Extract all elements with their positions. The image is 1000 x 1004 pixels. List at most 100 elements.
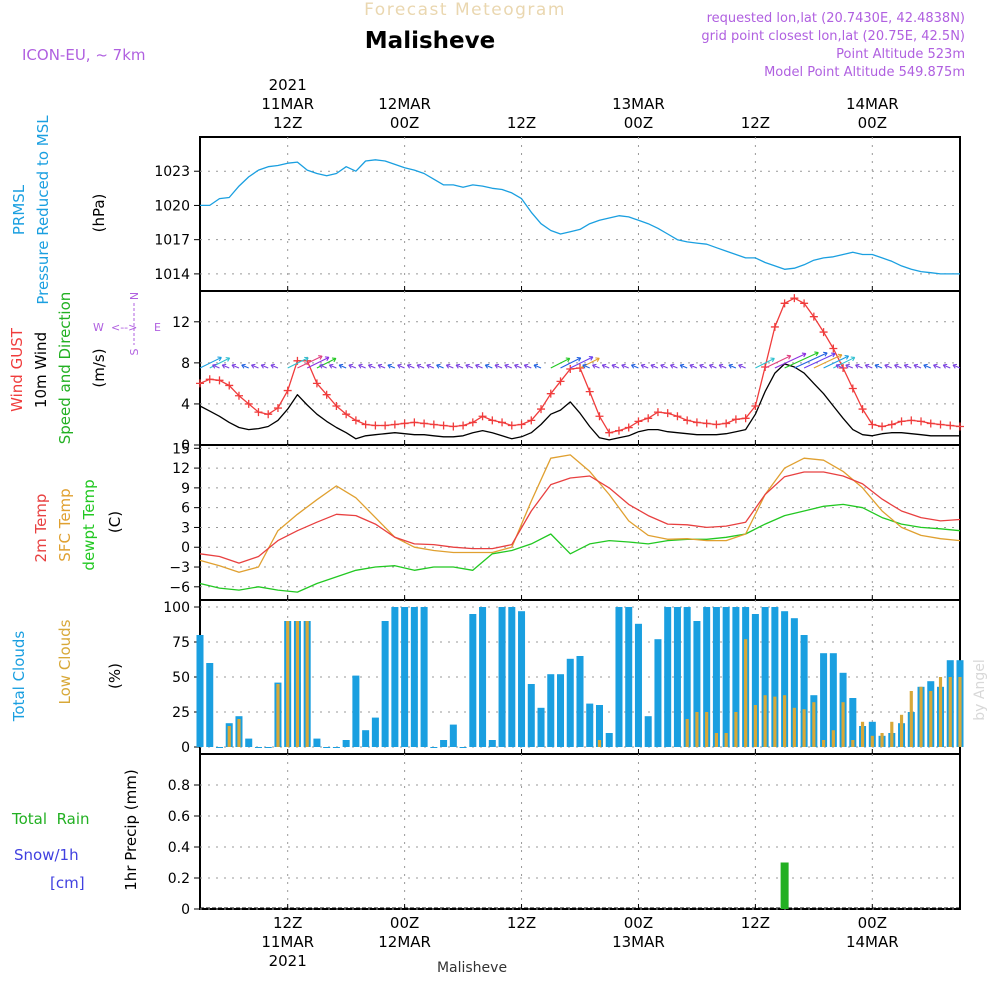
wind-gust-marker <box>244 399 253 408</box>
wind-direction-arrow-head <box>565 357 571 363</box>
wind-panel: 0 4 8 12 <box>172 290 964 454</box>
wind-direction-arrow <box>485 364 493 369</box>
wind-direction-arrow-head <box>845 363 850 369</box>
temp-ytick-label: 3 <box>181 520 190 536</box>
total-cloud-bar <box>576 656 584 747</box>
wind-direction-arrow-head <box>913 363 919 369</box>
wind-ytick-label: 4 <box>181 397 190 413</box>
wind-direction-arrow-head <box>621 363 626 369</box>
total-cloud-bar <box>868 721 876 747</box>
total-cloud-bar <box>352 675 360 747</box>
temp-ytick-label: 15 <box>172 441 190 457</box>
compass-east: E <box>154 321 161 334</box>
total-cloud-bar <box>508 607 516 747</box>
wind-direction-arrow-head <box>844 354 850 360</box>
total-cloud-bar <box>518 611 526 747</box>
wind-gust-marker <box>351 416 360 425</box>
low-cloud-bar <box>899 714 904 747</box>
wind-gust-marker <box>702 419 711 428</box>
wind-gust-marker <box>712 420 721 429</box>
clouds-ytick-label: 25 <box>172 705 190 721</box>
wind-gust-marker <box>527 416 536 425</box>
low-cloud-bar <box>822 740 826 747</box>
wind-gust-marker <box>790 294 799 303</box>
wind-direction-arrow-head <box>611 363 617 369</box>
wind-gust-marker <box>537 405 546 414</box>
wind-gust-marker <box>809 312 818 321</box>
total-cloud-bar <box>527 684 535 747</box>
total-rain-label: Total Rain <box>11 810 90 828</box>
low-cloud-bar <box>744 639 748 747</box>
time-axis-top-label: 14MAR <box>846 95 899 113</box>
wind-direction-arrow <box>504 364 513 369</box>
pressure-ytick-label: 1020 <box>154 198 190 214</box>
wind-direction-arrow <box>845 364 854 369</box>
wind-direction-arrow-head <box>523 363 529 369</box>
wind-direction-arrow-head <box>221 363 227 369</box>
wind-direction-arrow-head <box>801 352 807 358</box>
wind-gust-marker <box>488 416 497 425</box>
wind-direction-arrow-head <box>933 363 938 369</box>
total-cloud-bar <box>625 607 633 747</box>
low-cloud-bar <box>870 735 874 747</box>
total-cloud-bar <box>206 663 214 747</box>
wind-direction-arrow-head <box>699 363 704 369</box>
wind-direction-arrow <box>823 355 849 369</box>
wind-direction-arrow <box>306 356 330 369</box>
wind-gust-marker <box>819 328 828 337</box>
wind-direction-arrow-head <box>835 363 841 369</box>
low-cloud-bar <box>763 695 767 747</box>
model-point-altitude: Model Point Altitude 549.875m <box>764 65 965 80</box>
wind-gust-marker <box>254 408 263 417</box>
total-cloud-bar <box>323 747 331 748</box>
wind-gust-marker <box>683 416 692 425</box>
low-cloud-bar <box>919 686 923 747</box>
wind-direction-arrow <box>904 364 912 369</box>
low-cloud-bar <box>841 702 845 747</box>
wind-gust-marker <box>800 299 809 308</box>
wind-gust-marker <box>878 422 887 431</box>
wind-direction-arrow-head <box>324 356 330 362</box>
wind-ytick-label: 8 <box>181 356 190 372</box>
low-cloud-bar <box>305 621 309 747</box>
wind-direction-arrow-head <box>436 363 441 369</box>
wind-10m-line <box>199 363 960 441</box>
requested-coords: requested lon,lat (20.7430E, 42.4838N) <box>707 11 965 26</box>
wind-direction-arrow-head <box>942 363 948 369</box>
wind-direction-arrow <box>570 356 594 369</box>
wind-direction-arrow <box>231 364 240 369</box>
location-title: Malisheve <box>365 28 495 54</box>
wind-direction-arrow-head <box>874 363 880 369</box>
wind-direction-arrow <box>455 364 464 369</box>
wind-direction-arrow <box>874 364 883 369</box>
wind-direction-arrow-head <box>426 363 431 369</box>
wind-direction-arrow <box>287 357 309 369</box>
total-cloud-bar <box>586 703 594 747</box>
wind-gust-marker <box>215 376 224 385</box>
pressure-unit: (hPa) <box>90 194 108 233</box>
wind-direction-arrow-head <box>903 363 909 369</box>
temp-ytick-label: 12 <box>172 461 190 477</box>
wind-direction-arrow-head <box>728 363 733 369</box>
wind-ytick-label: 12 <box>172 315 190 331</box>
time-axis-bottom-label: 00Z <box>390 914 419 932</box>
wind-direction-arrow-head <box>319 363 324 369</box>
low-cloud-bar <box>227 726 231 747</box>
total-cloud-bar <box>420 607 428 747</box>
wind-direction-arrow-head <box>884 363 889 369</box>
temp-ytick-label: 6 <box>181 501 190 517</box>
snow-unit-label: [cm] <box>50 874 85 892</box>
low-cloud-bar <box>734 712 738 747</box>
wind-direction-arrow <box>894 364 902 369</box>
low-cloud-bar <box>860 721 865 747</box>
wind-direction-arrow <box>348 364 357 369</box>
wind-direction-arrow-head <box>455 363 461 369</box>
total-cloud-bar <box>488 740 496 747</box>
wind-direction-arrow <box>943 364 951 369</box>
pressure-frame <box>199 136 961 292</box>
wind-direction-arrow <box>533 364 542 369</box>
wind-direction-arrow <box>358 364 366 369</box>
total-cloud-bar <box>800 635 808 747</box>
temp-2m-label: 2m Temp <box>32 494 50 563</box>
compass-north: N <box>128 292 141 300</box>
